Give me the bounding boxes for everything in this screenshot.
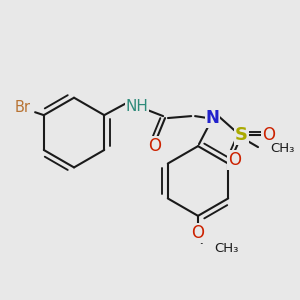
Text: S: S	[235, 127, 248, 145]
Text: N: N	[206, 109, 220, 127]
Text: CH₃: CH₃	[271, 142, 295, 154]
Text: NH: NH	[125, 99, 148, 114]
Text: CH₃: CH₃	[214, 242, 239, 255]
Text: Br: Br	[14, 100, 31, 115]
Text: O: O	[262, 127, 275, 145]
Text: O: O	[148, 137, 161, 155]
Text: O: O	[191, 224, 205, 242]
Text: O: O	[228, 151, 241, 169]
